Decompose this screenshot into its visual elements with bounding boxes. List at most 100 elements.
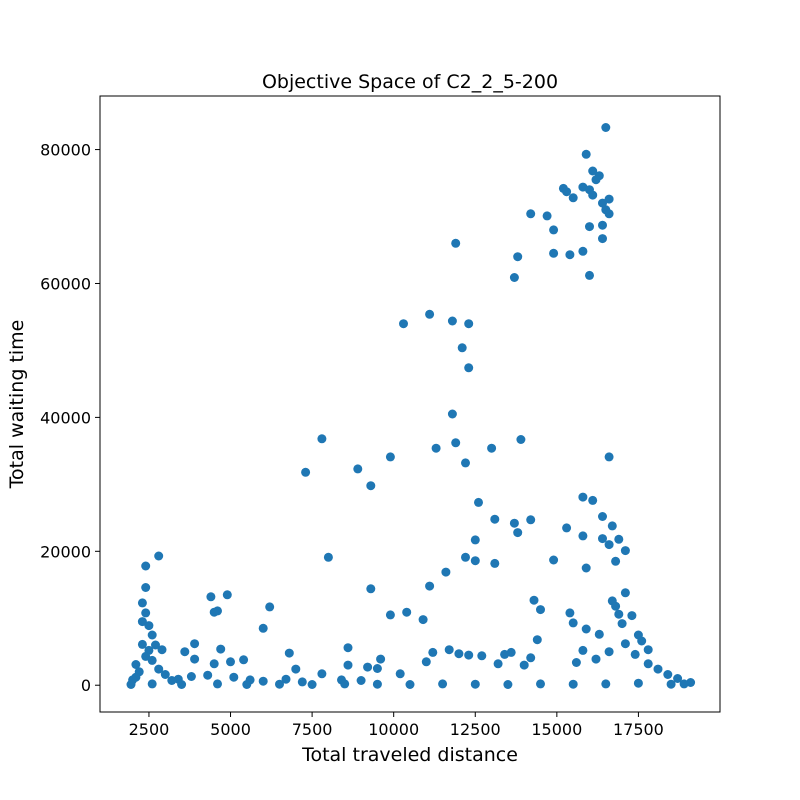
data-point bbox=[464, 363, 474, 373]
data-point bbox=[216, 644, 226, 654]
x-tick-label: 15000 bbox=[531, 720, 582, 739]
data-point bbox=[611, 601, 621, 611]
data-point bbox=[167, 676, 177, 685]
plot-frame bbox=[99, 95, 721, 713]
data-point bbox=[154, 664, 164, 674]
data-point bbox=[206, 592, 216, 602]
data-point bbox=[568, 618, 578, 628]
y-tick-label: 40000 bbox=[40, 408, 91, 427]
data-point bbox=[157, 645, 167, 655]
x-axis-label: Total traveled distance bbox=[301, 744, 518, 766]
data-point bbox=[581, 563, 591, 573]
data-point bbox=[598, 198, 607, 208]
data-point bbox=[568, 679, 578, 689]
data-point bbox=[588, 495, 598, 505]
data-point bbox=[549, 225, 559, 235]
data-point bbox=[581, 149, 591, 159]
data-point bbox=[141, 561, 151, 571]
data-point bbox=[673, 674, 683, 683]
data-point bbox=[598, 220, 607, 230]
data-point bbox=[447, 316, 457, 326]
data-point bbox=[643, 645, 653, 655]
y-axis: 0 20000 40000 60000 80000 bbox=[40, 141, 100, 695]
data-point bbox=[395, 669, 405, 679]
data-point bbox=[536, 679, 545, 689]
data-point bbox=[366, 584, 376, 594]
x-tick-label: 5000 bbox=[210, 720, 251, 739]
data-point bbox=[425, 309, 435, 319]
x-tick-label: 10000 bbox=[368, 720, 419, 739]
data-point bbox=[588, 190, 598, 200]
data-point bbox=[399, 319, 408, 329]
y-tick-label: 80000 bbox=[40, 141, 91, 160]
data-point bbox=[487, 443, 497, 453]
data-point bbox=[444, 645, 454, 655]
data-point bbox=[353, 464, 363, 474]
data-point bbox=[614, 534, 624, 544]
data-point bbox=[591, 175, 601, 185]
data-point bbox=[585, 270, 594, 280]
data-point bbox=[490, 514, 500, 524]
data-point bbox=[464, 319, 474, 329]
data-point bbox=[604, 194, 614, 204]
data-point bbox=[340, 679, 350, 689]
data-point bbox=[160, 670, 170, 679]
data-point bbox=[177, 680, 187, 689]
data-point bbox=[601, 679, 611, 689]
data-point bbox=[147, 679, 157, 689]
data-point bbox=[323, 552, 333, 562]
x-tick-label: 7500 bbox=[292, 720, 333, 739]
x-tick-label: 12500 bbox=[450, 720, 501, 739]
data-point bbox=[568, 193, 578, 203]
data-point bbox=[451, 438, 461, 448]
data-point bbox=[137, 598, 147, 608]
data-point bbox=[209, 659, 219, 669]
data-point bbox=[147, 630, 157, 640]
data-point bbox=[598, 534, 607, 544]
data-point bbox=[372, 664, 382, 673]
x-tick-label: 17500 bbox=[613, 720, 664, 739]
data-point bbox=[509, 518, 519, 528]
data-point bbox=[356, 676, 366, 685]
data-point bbox=[614, 609, 624, 619]
data-point bbox=[578, 645, 588, 655]
data-point bbox=[464, 650, 474, 660]
data-point bbox=[607, 521, 617, 531]
data-point bbox=[284, 648, 294, 658]
data-point bbox=[526, 515, 536, 525]
data-point bbox=[663, 670, 673, 679]
data-point bbox=[186, 672, 196, 681]
data-point bbox=[180, 647, 190, 657]
data-point bbox=[126, 680, 136, 689]
data-point bbox=[461, 458, 470, 468]
data-point bbox=[594, 629, 604, 639]
data-point bbox=[604, 452, 614, 462]
data-point bbox=[454, 649, 464, 659]
data-point bbox=[578, 531, 588, 541]
data-point bbox=[581, 624, 591, 634]
data-point bbox=[291, 664, 301, 674]
data-point bbox=[601, 123, 611, 132]
data-point bbox=[461, 552, 470, 562]
data-point bbox=[385, 452, 395, 462]
data-point bbox=[428, 647, 438, 657]
data-point bbox=[366, 481, 376, 491]
data-point bbox=[470, 556, 480, 566]
data-point bbox=[343, 660, 353, 670]
data-point bbox=[604, 647, 614, 657]
data-point bbox=[620, 588, 630, 598]
data-point bbox=[376, 654, 386, 664]
data-point bbox=[363, 662, 373, 672]
data-point bbox=[402, 607, 412, 617]
data-point bbox=[529, 595, 539, 605]
data-point bbox=[591, 654, 601, 664]
data-point bbox=[585, 222, 594, 232]
data-point bbox=[154, 551, 164, 561]
data-point bbox=[509, 273, 519, 282]
data-point bbox=[405, 680, 415, 689]
data-point bbox=[343, 643, 353, 653]
data-point bbox=[275, 679, 284, 689]
data-point bbox=[438, 679, 448, 689]
